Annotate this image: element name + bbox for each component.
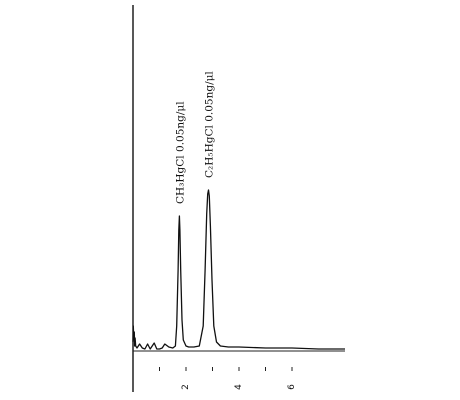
x-tick-label-6: 6 [287,384,297,390]
chromatogram-trace-0 [132,189,345,350]
peak-label-1: C₂H₅HgCl 0.05ng/μl [204,71,216,178]
peak-label-0: CH₃HgCl 0.05ng/μl [174,101,186,204]
x-tick-label-2: 2 [181,384,191,390]
x-tick-label-4: 4 [234,384,244,390]
